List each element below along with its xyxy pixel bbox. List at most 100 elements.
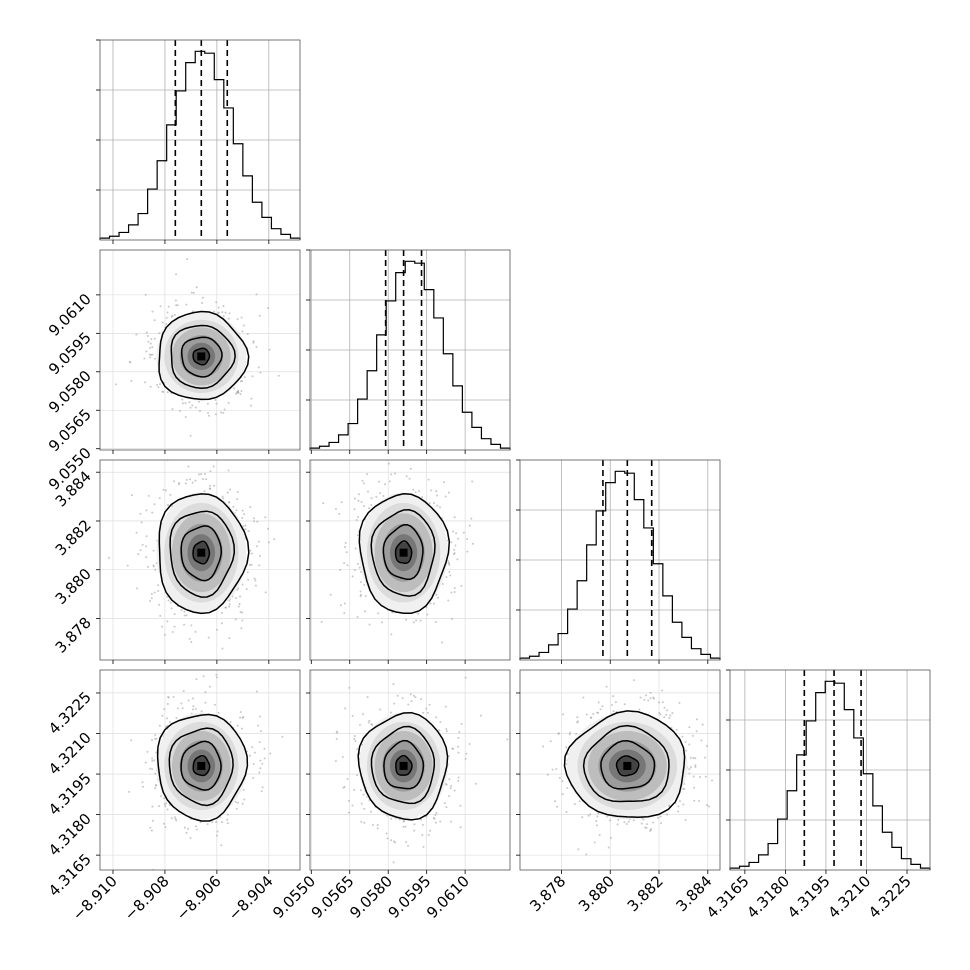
scatter-point bbox=[157, 386, 160, 389]
scatter-point bbox=[213, 703, 216, 706]
scatter-point bbox=[259, 715, 262, 718]
scatter-point bbox=[268, 348, 271, 351]
scatter-point bbox=[344, 707, 347, 710]
scatter-point bbox=[149, 356, 152, 359]
scatter-point bbox=[159, 614, 162, 617]
panel-frame bbox=[99, 249, 301, 451]
scatter-point bbox=[368, 507, 371, 510]
scatter-point bbox=[254, 584, 257, 587]
scatter-point bbox=[259, 730, 262, 733]
scatter-point bbox=[661, 689, 664, 692]
scatter-point bbox=[211, 821, 214, 824]
scatter-point bbox=[157, 584, 160, 587]
scatter-point bbox=[209, 470, 212, 473]
scatter-point bbox=[447, 599, 450, 602]
scatter-point bbox=[403, 819, 406, 822]
scatter-point bbox=[158, 497, 161, 500]
scatter-point bbox=[173, 816, 176, 819]
scatter-point bbox=[150, 338, 153, 341]
scatter-point bbox=[189, 478, 192, 481]
scatter-point bbox=[155, 783, 158, 786]
scatter-point bbox=[409, 693, 412, 696]
contour-0 bbox=[156, 713, 249, 822]
scatter-point bbox=[170, 817, 173, 820]
scatter-point bbox=[371, 824, 374, 827]
scatter-point bbox=[632, 819, 635, 822]
scatter-point bbox=[240, 727, 243, 730]
scatter-point bbox=[194, 479, 197, 482]
scatter-point bbox=[434, 813, 437, 816]
scatter-point bbox=[261, 762, 264, 765]
scatter-point bbox=[413, 829, 416, 832]
scatter-point bbox=[458, 731, 461, 734]
panel-0-0 bbox=[96, 39, 301, 244]
scatter-point bbox=[445, 806, 448, 809]
scatter-point bbox=[322, 502, 325, 505]
scatter-point bbox=[156, 383, 159, 386]
scatter-point bbox=[185, 831, 188, 834]
scatter-point bbox=[578, 800, 581, 803]
scatter-point bbox=[242, 324, 245, 327]
density-peak bbox=[197, 761, 206, 770]
scatter-point bbox=[227, 469, 230, 472]
scatter-point bbox=[187, 827, 190, 830]
scatter-point bbox=[474, 782, 477, 785]
scatter-point bbox=[154, 787, 157, 790]
scatter-point bbox=[334, 760, 337, 763]
scatter-point bbox=[681, 735, 684, 738]
scatter-point bbox=[568, 733, 571, 736]
scatter-point bbox=[195, 678, 198, 681]
scatter-point bbox=[261, 786, 264, 789]
scatter-point bbox=[222, 411, 225, 414]
scatter-point bbox=[236, 490, 239, 493]
scatter-point bbox=[347, 799, 350, 802]
scatter-point bbox=[158, 805, 161, 808]
scatter-point bbox=[644, 826, 647, 829]
scatter-point bbox=[227, 317, 230, 320]
scatter-point bbox=[441, 582, 444, 585]
scatter-point bbox=[249, 754, 252, 757]
scatter-point bbox=[167, 305, 170, 308]
scatter-point bbox=[201, 296, 204, 299]
scatter-point bbox=[468, 742, 471, 745]
scatter-point bbox=[247, 530, 250, 533]
contour-0 bbox=[563, 710, 686, 818]
scatter-point bbox=[692, 757, 695, 760]
scatter-point bbox=[253, 577, 256, 580]
scatter-point bbox=[223, 408, 226, 411]
scatter-point bbox=[165, 316, 168, 319]
contour-0 bbox=[158, 493, 250, 615]
contour-3 bbox=[394, 540, 413, 564]
scatter-point bbox=[217, 711, 220, 714]
scatter-point bbox=[269, 752, 272, 755]
scatter-point bbox=[649, 697, 652, 700]
scatter-point bbox=[408, 477, 411, 480]
scatter-point bbox=[377, 453, 379, 455]
scatter-point bbox=[194, 825, 197, 828]
scatter-point bbox=[435, 593, 438, 596]
scatter-point bbox=[367, 721, 370, 724]
scatter-point bbox=[609, 837, 612, 840]
scatter-point bbox=[453, 591, 456, 594]
scatter-point bbox=[562, 713, 565, 716]
scatter-point bbox=[694, 764, 697, 767]
scatter-point bbox=[189, 406, 192, 409]
scatter-point bbox=[249, 404, 252, 407]
scatter-point bbox=[253, 751, 256, 754]
scatter-point bbox=[158, 724, 161, 727]
scatter-point bbox=[252, 776, 255, 779]
scatter-point bbox=[671, 712, 674, 715]
scatter-point bbox=[561, 793, 564, 796]
scatter-point bbox=[192, 705, 195, 708]
scatter-point bbox=[417, 612, 420, 615]
scatter-point bbox=[189, 836, 192, 839]
scatter-point bbox=[405, 618, 408, 621]
scatter-point bbox=[445, 727, 448, 730]
scatter-point bbox=[217, 311, 220, 314]
scatter-point bbox=[166, 311, 169, 314]
scatter-point bbox=[449, 820, 452, 823]
scatter-point bbox=[178, 483, 181, 486]
scatter-point bbox=[585, 713, 588, 716]
scatter-point bbox=[150, 593, 153, 596]
